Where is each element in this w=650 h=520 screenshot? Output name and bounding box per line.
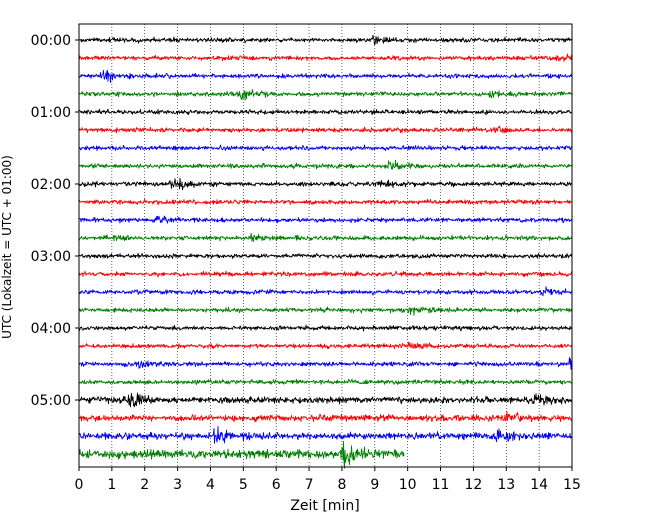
y-tick-label: 04:00 (31, 321, 71, 337)
x-tick-label: 5 (239, 477, 248, 493)
seismogram-trace (78, 392, 573, 408)
seismogram-trace (78, 270, 573, 278)
seismogram-trace (78, 411, 573, 423)
y-tick-label: 01:00 (31, 105, 71, 121)
x-tick-label: 10 (399, 477, 417, 493)
seismogram-trace (78, 425, 573, 444)
seismogram-trace (78, 306, 573, 316)
seismogram-trace (78, 34, 573, 46)
x-tick-label: 8 (337, 477, 346, 493)
trace-lines (78, 34, 573, 469)
grid-lines (111, 24, 540, 467)
y-tick-label: 02:00 (31, 177, 71, 193)
seismogram-trace (78, 324, 573, 332)
seismogram-trace (78, 177, 573, 191)
x-tick-label: 13 (497, 477, 515, 493)
x-tick-label: 6 (272, 477, 281, 493)
seismogram-trace (78, 356, 573, 370)
x-axis-ticks: 0 1 2 3 4 5 6 7 8 9 10 11 12 13 14 15 (75, 467, 581, 493)
y-axis-label: UTC (Lokalzeit = UTC + 01:00) (0, 155, 14, 339)
seismogram-trace (78, 233, 573, 242)
y-axis-ticks: 00:00 01:00 02:00 03:00 04:00 05:00 (31, 33, 79, 409)
x-tick-label: 11 (432, 477, 450, 493)
seismogram-trace (78, 215, 573, 224)
x-tick-label: 1 (107, 477, 116, 493)
plot-frame (78, 23, 573, 468)
y-tick-label: 00:00 (31, 33, 71, 49)
x-tick-label: 0 (75, 477, 84, 493)
seismogram-trace (79, 144, 573, 152)
y-tick-label: 05:00 (31, 393, 71, 409)
y-tick-label: 03:00 (31, 249, 71, 265)
seismogram-trace (78, 198, 573, 206)
seismogram-trace (78, 53, 573, 62)
x-tick-label: 3 (173, 477, 182, 493)
x-tick-label: 15 (563, 477, 581, 493)
seismogram-trace (78, 69, 573, 83)
seismogram-trace (78, 341, 573, 350)
seismogram-trace (78, 89, 573, 101)
x-tick-label: 4 (206, 477, 215, 493)
seismogram-trace (78, 159, 573, 170)
seismogram-trace (78, 441, 405, 469)
x-axis-label: Zeit [min] (290, 498, 359, 514)
seismogram-trace (78, 125, 573, 134)
x-tick-label: 7 (305, 477, 314, 493)
x-tick-label: 12 (464, 477, 482, 493)
x-tick-label: 9 (370, 477, 379, 493)
seismogram-trace (78, 286, 573, 297)
seismogram-trace (78, 378, 573, 385)
seismogram-trace (78, 252, 573, 259)
x-tick-label: 14 (530, 477, 548, 493)
x-tick-label: 2 (140, 477, 149, 493)
seismogram-trace (78, 108, 573, 116)
